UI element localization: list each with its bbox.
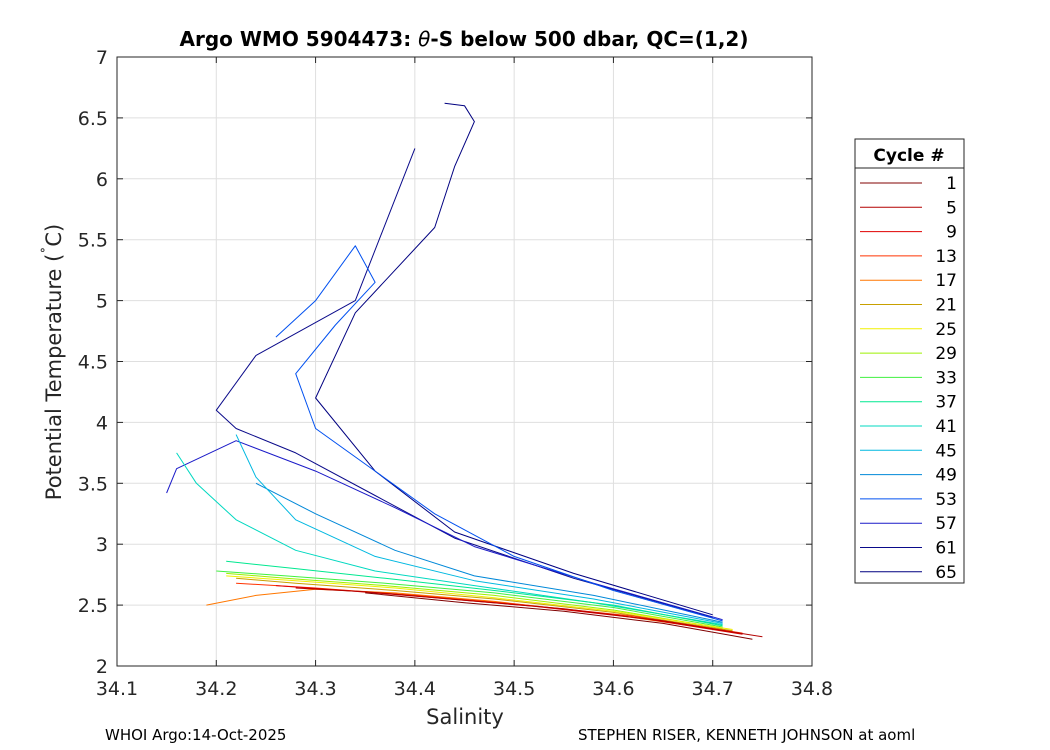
y-tick-label: 4.5 (78, 352, 108, 374)
footer-investigators: STEPHEN RISER, KENNETH JOHNSON at aoml (578, 726, 916, 744)
y-axis-label-degree: ˚ (40, 247, 57, 254)
legend-entries: 1 5 9 13 17 21 25 29 33 37 41 45 49 53 57 61 65 (860, 174, 957, 583)
y-tick-label: 2 (96, 656, 108, 678)
y-tick-label: 7 (96, 47, 108, 69)
series-line-cycle-21 (236, 577, 733, 632)
series-line-cycle-45 (235, 434, 723, 624)
x-tick-label: 34.6 (592, 678, 634, 700)
legend: Cycle # 1 5 9 13 17 21 25 29 33 37 41 45 49 53 57 61 65 (854, 138, 965, 584)
legend-title: Cycle # (873, 146, 944, 166)
x-tick-label: 34.2 (195, 678, 237, 700)
x-tick-label: 34.7 (692, 678, 734, 700)
x-tick-label: 34.4 (394, 678, 436, 700)
x-tick-label: 34.5 (493, 678, 535, 700)
y-axis-label-unit: C) (42, 224, 66, 247)
series-line-cycle-53 (275, 245, 723, 622)
series-line-cycle-49 (255, 482, 723, 623)
chart-title-theta: θ (418, 27, 430, 51)
series-line-cycle-1 (365, 592, 753, 640)
x-axis-label: Salinity (426, 705, 504, 729)
series-line-cycle-25 (226, 575, 733, 630)
legend-label-cycle-17: 17 (935, 271, 957, 291)
legend-label-cycle-9: 9 (946, 223, 957, 243)
series-line-cycle-33 (216, 570, 723, 628)
series-line-cycle-61 (215, 148, 713, 618)
legend-box (854, 138, 965, 584)
y-tick-label: 3 (96, 534, 108, 556)
legend-label-cycle-33: 33 (935, 368, 957, 388)
y-axis-label: Potential Temperature (˚C) (40, 224, 66, 500)
y-tick-label: 2.5 (78, 595, 108, 617)
footer-credit: WHOI Argo:14-Oct-2025 (105, 726, 287, 744)
legend-label-cycle-53: 53 (935, 490, 957, 510)
legend-label-cycle-65: 65 (935, 563, 957, 583)
legend-label-cycle-41: 41 (935, 417, 957, 437)
legend-label-cycle-49: 49 (935, 466, 957, 486)
y-tick-label: 4 (96, 412, 108, 434)
x-tick-label: 34.1 (96, 678, 138, 700)
y-axis-ticks: 2 2.5 3 3.5 4 4.5 5 5.5 6 6.5 7 (78, 47, 812, 678)
legend-label-cycle-13: 13 (935, 247, 957, 267)
legend-label-cycle-25: 25 (935, 320, 957, 340)
x-tick-label: 34.8 (791, 678, 833, 700)
x-tick-label: 34.3 (294, 678, 336, 700)
legend-label-cycle-45: 45 (935, 441, 957, 461)
y-tick-label: 6 (96, 169, 108, 191)
series-line-cycle-29 (226, 572, 723, 629)
series-line-cycle-5 (295, 587, 763, 638)
legend-label-cycle-5: 5 (946, 198, 957, 218)
legend-label-cycle-37: 37 (935, 393, 957, 413)
legend-label-cycle-57: 57 (935, 514, 957, 534)
legend-label-cycle-21: 21 (935, 296, 957, 316)
legend-label-cycle-1: 1 (946, 174, 957, 194)
chart-title-suffix: -S below 500 dbar, QC=(1,2) (430, 27, 748, 51)
series-line-cycle-37 (226, 560, 723, 627)
series-layer (166, 102, 763, 640)
x-axis-ticks: 34.1 34.2 34.3 34.4 34.5 34.6 34.7 34.8 (96, 57, 833, 700)
y-tick-label: 5.5 (78, 230, 108, 252)
legend-label-cycle-61: 61 (935, 539, 957, 559)
y-tick-label: 3.5 (78, 473, 108, 495)
y-tick-label: 5 (96, 291, 108, 313)
legend-label-cycle-29: 29 (935, 344, 957, 364)
chart-title-prefix: Argo WMO 5904473: (180, 27, 419, 51)
y-tick-label: 6.5 (78, 108, 108, 130)
chart-title: Argo WMO 5904473: θ-S below 500 dbar, QC… (180, 27, 749, 51)
y-axis-label-text: Potential Temperature ( (42, 254, 66, 501)
